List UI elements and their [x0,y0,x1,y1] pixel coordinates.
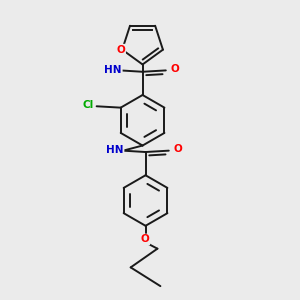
Text: Cl: Cl [82,100,93,110]
Text: HN: HN [106,145,124,155]
Text: O: O [116,45,125,55]
Text: O: O [171,64,180,74]
Text: O: O [174,144,183,154]
Text: HN: HN [104,64,122,74]
Text: O: O [141,235,149,244]
